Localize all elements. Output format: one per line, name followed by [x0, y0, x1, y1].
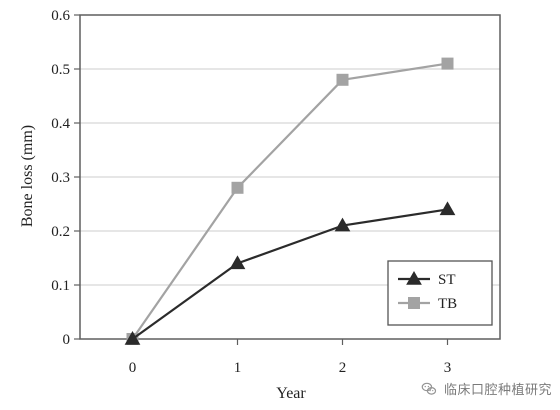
tb-point-2 [336, 73, 349, 86]
x-tick-label-1: 1 [234, 360, 242, 376]
y-axis-label: Bone loss (mm) [19, 125, 36, 227]
x-axis-label: Year [276, 385, 306, 402]
legend-box [387, 260, 493, 326]
x-axis-ticks: 0 1 2 3 [129, 339, 452, 376]
x-tick-label-0: 0 [129, 360, 137, 376]
x-tick-label-3: 3 [444, 360, 452, 376]
series-line-tb [131, 62, 449, 341]
x-tick-label-2: 2 [339, 360, 347, 376]
y-tick-label-0.3: 0.3 [51, 170, 70, 186]
watermark: 临床口腔种植研究 [420, 379, 552, 398]
y-tick-label-0.6: 0.6 [51, 8, 70, 24]
grid-lines [80, 68, 500, 286]
y-tick-label-0.5: 0.5 [51, 62, 70, 78]
legend-marker-st [406, 270, 422, 285]
wechat-icon [421, 382, 437, 395]
data-series [124, 57, 456, 345]
y-tick-label-0.1: 0.1 [51, 278, 70, 294]
watermark-text: 临床口腔种植研究 [443, 383, 552, 398]
legend-marker-tb [408, 297, 420, 309]
st-point-2 [334, 217, 351, 232]
legend-label-tb: TB [438, 296, 457, 312]
st-point-3 [439, 201, 456, 216]
y-tick-label-0.2: 0.2 [51, 224, 70, 240]
st-point-1 [229, 255, 246, 270]
series-line-st [131, 208, 449, 341]
y-tick-label-0.4: 0.4 [51, 116, 70, 132]
legend: ST TB [387, 260, 493, 326]
legend-label-st: ST [438, 272, 456, 288]
y-tick-label-0: 0 [63, 332, 71, 348]
st-point-0 [124, 330, 141, 345]
tb-point-1 [231, 181, 244, 194]
tb-point-3 [441, 57, 454, 70]
y-axis-ticks: 0 0.1 0.2 0.3 0.4 0.5 0.6 [51, 8, 80, 348]
